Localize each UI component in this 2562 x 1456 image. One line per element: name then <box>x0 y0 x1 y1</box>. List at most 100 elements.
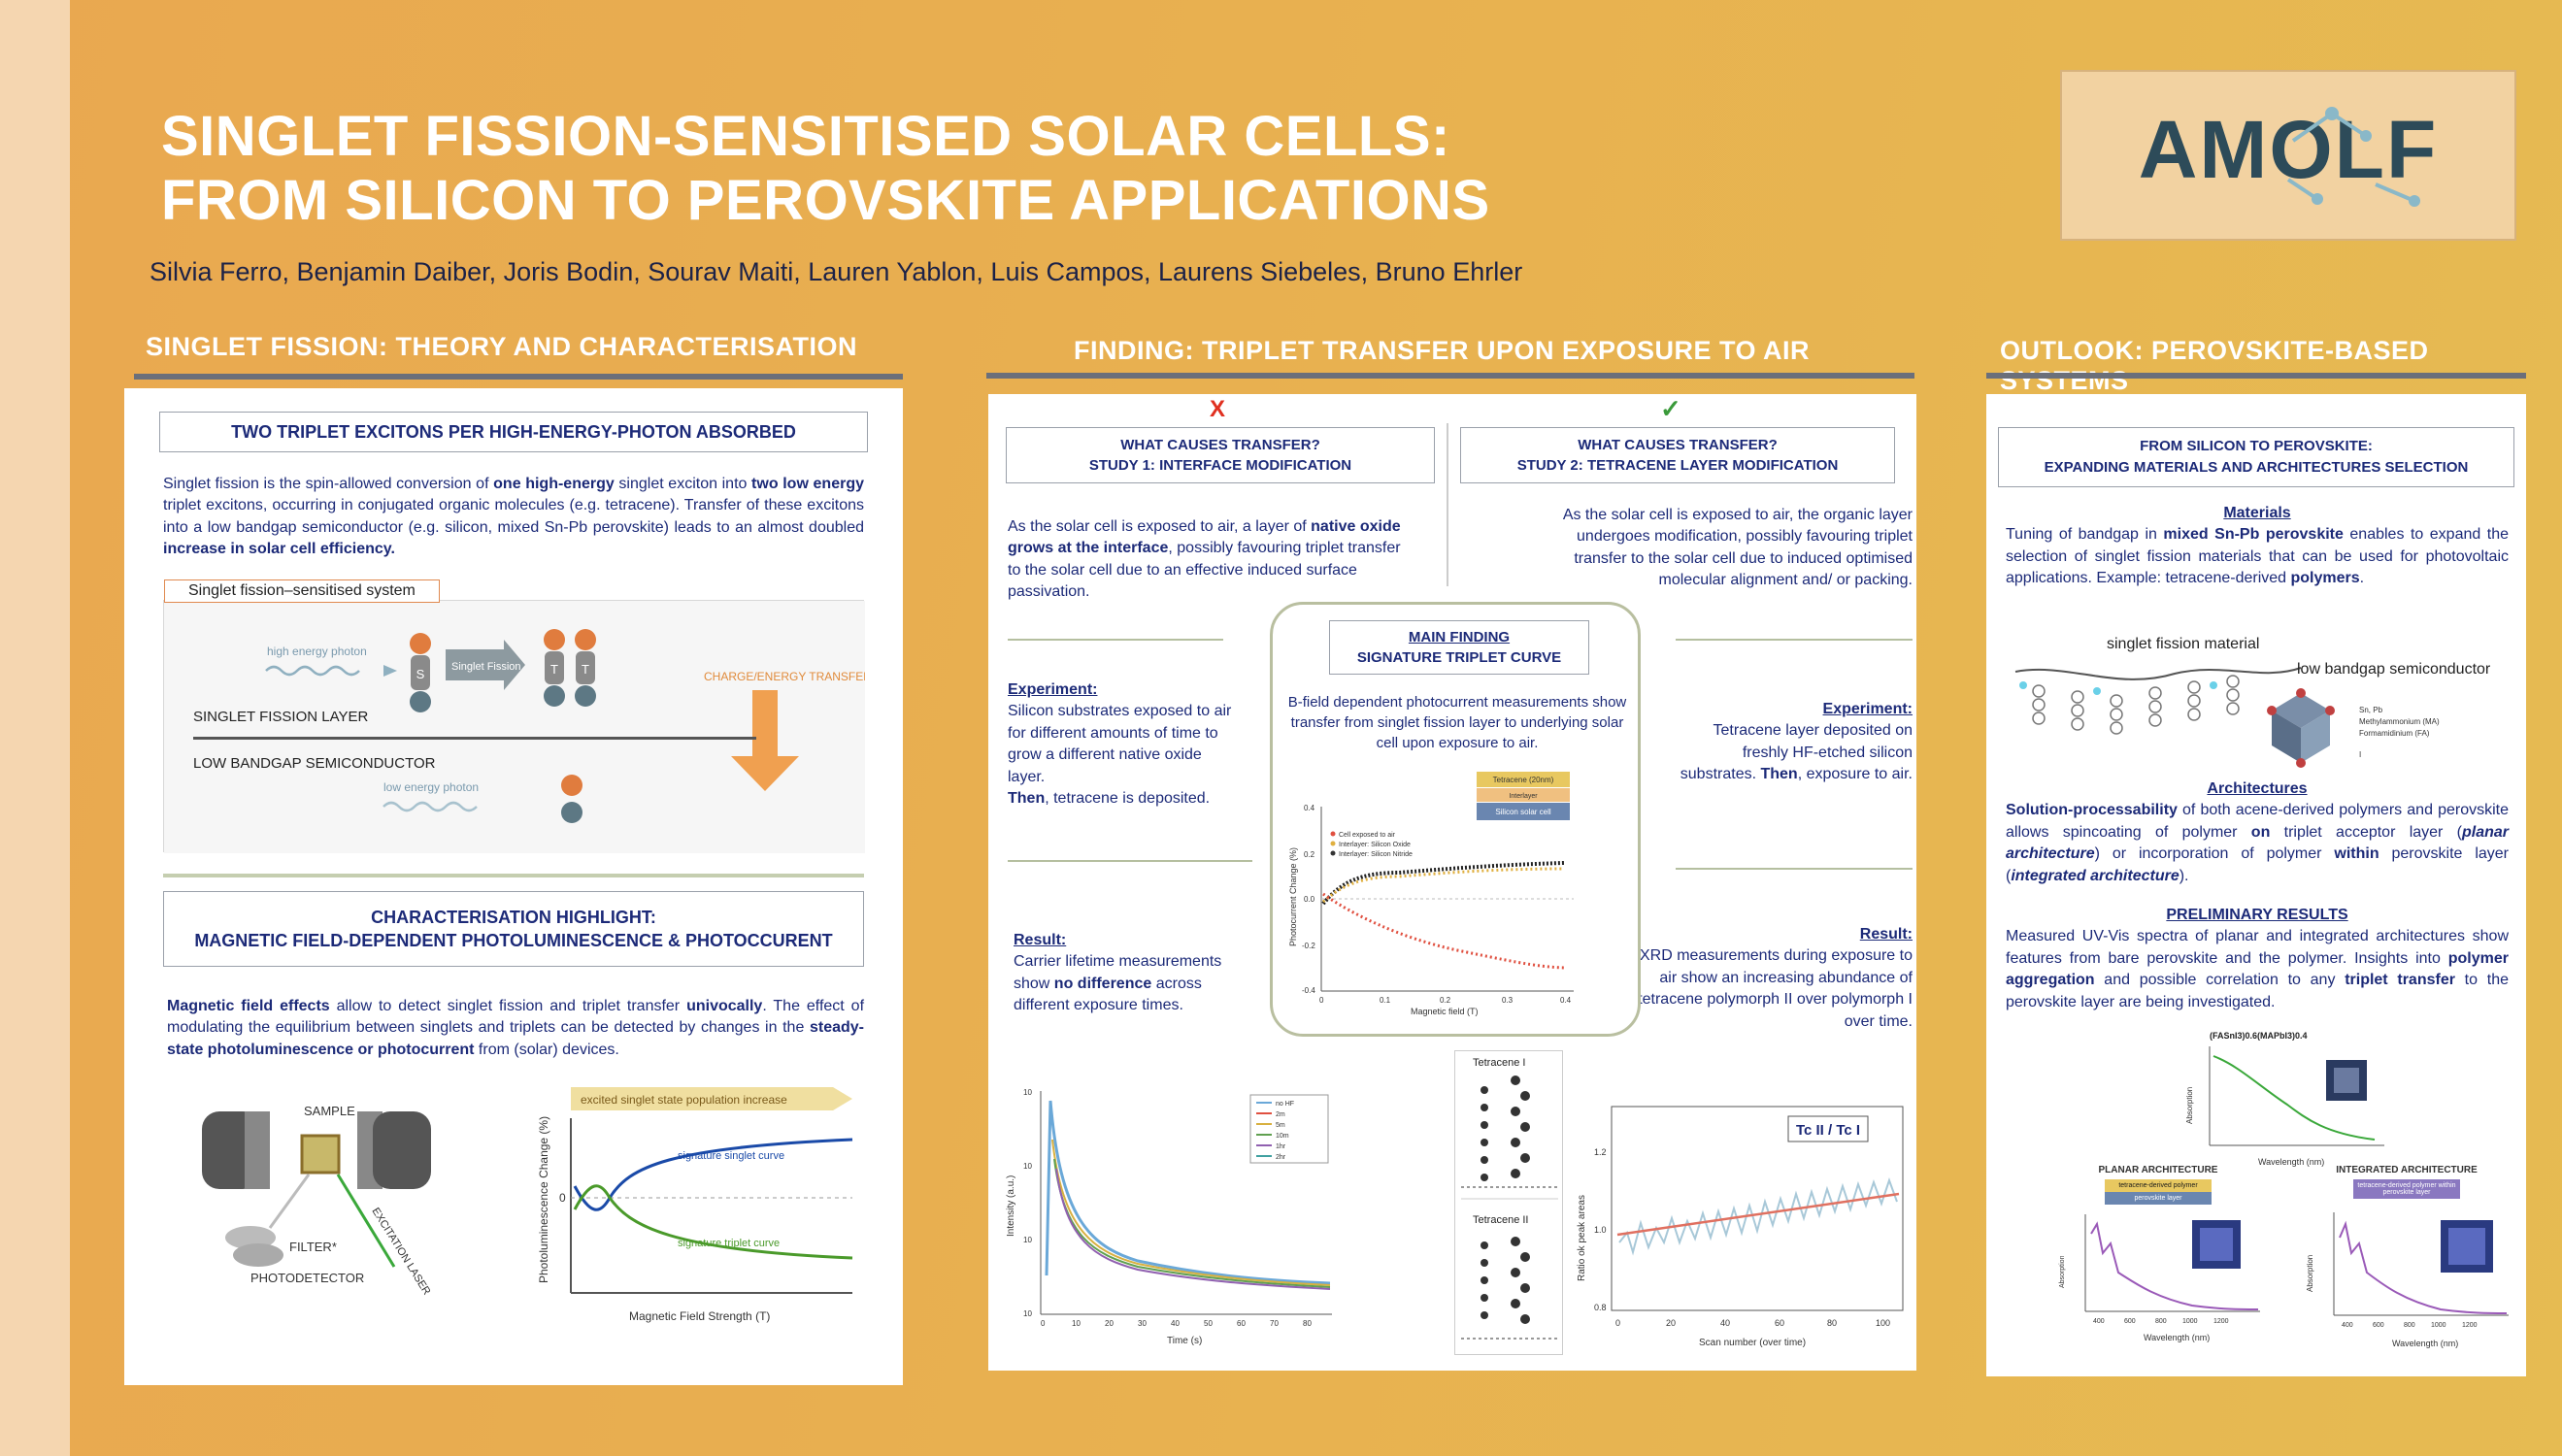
section-divider <box>1986 373 2526 379</box>
svg-text:Absorption: Absorption <box>2059 1255 2066 1288</box>
svg-text:Time (s): Time (s) <box>1167 1336 1202 1346</box>
svg-text:40: 40 <box>1171 1319 1180 1328</box>
svg-text:0: 0 <box>559 1191 566 1205</box>
svg-text:Interlayer: Interlayer <box>1509 793 1538 800</box>
svg-text:Methylammonium (MA): Methylammonium (MA) <box>2359 717 2440 726</box>
svg-text:2hr: 2hr <box>1276 1154 1286 1161</box>
tetracene-ii-label: Tetracene II <box>1473 1214 1529 1226</box>
svg-text:80: 80 <box>1303 1319 1312 1328</box>
svg-text:PHOTODETECTOR: PHOTODETECTOR <box>250 1271 364 1285</box>
svg-text:0: 0 <box>1319 996 1324 1005</box>
svg-text:100: 100 <box>1876 1318 1890 1328</box>
svg-text:Magnetic Field Strength (T): Magnetic Field Strength (T) <box>629 1309 770 1323</box>
singlet-fission-diagram: Singlet fission–sensitised system high e… <box>163 579 872 853</box>
planar-polymer-layer: tetracene-derived polymer <box>2105 1179 2212 1192</box>
panel-outlook: FROM SILICON TO PEROVSKITE: EXPANDING MA… <box>1986 394 2526 1376</box>
svg-text:1000: 1000 <box>2431 1322 2446 1329</box>
svg-text:0.2: 0.2 <box>1304 850 1315 859</box>
svg-text:1.0: 1.0 <box>1594 1225 1607 1235</box>
column-divider <box>1447 423 1448 586</box>
left-edge-strip <box>0 0 70 1456</box>
section-divider <box>134 374 903 380</box>
svg-text:FILTER*: FILTER* <box>289 1240 337 1254</box>
svg-text:Tc II / Tc I: Tc II / Tc I <box>1796 1122 1860 1139</box>
svg-text:CHARGE/ENERGY TRANSFER: CHARGE/ENERGY TRANSFER <box>704 670 865 683</box>
experiment1-block: Experiment: Silicon substrates exposed t… <box>1008 681 1232 807</box>
svg-text:70: 70 <box>1270 1319 1279 1328</box>
result1-block: Result: Carrier lifetime measurements sh… <box>1014 932 1222 1014</box>
materials-block: Materials Tuning of bandgap in mixed Sn-… <box>2006 505 2510 587</box>
study1-text: As the solar cell is exposed to air, a l… <box>1008 518 1401 601</box>
svg-text:400: 400 <box>2093 1318 2105 1325</box>
section-heading-theory: SINGLET FISSION: THEORY AND CHARACTERISA… <box>146 332 858 361</box>
check-mark-icon: ✓ <box>1660 394 1681 423</box>
svg-text:10: 10 <box>1023 1236 1032 1244</box>
divider <box>1676 639 1913 641</box>
svg-text:Wavelength (nm): Wavelength (nm) <box>2144 1333 2210 1342</box>
svg-text:Photocurrent Change (%): Photocurrent Change (%) <box>1288 847 1298 946</box>
svg-text:0: 0 <box>1615 1318 1620 1328</box>
svg-text:2m: 2m <box>1276 1111 1285 1118</box>
bare-perovskite-absorption-plot: (FASnI3)0.6(MAPbI3)0.4 Absorption Wavele… <box>2185 1031 2384 1167</box>
box-title-characterisation: CHARACTERISATION HIGHLIGHT: MAGNETIC FIE… <box>163 891 864 967</box>
svg-text:10: 10 <box>1072 1319 1081 1328</box>
svg-text:singlet fission material: singlet fission material <box>2107 636 2259 652</box>
svg-text:Formamidinium (FA): Formamidinium (FA) <box>2359 729 2430 738</box>
svg-text:T: T <box>582 662 589 677</box>
svg-text:80: 80 <box>1827 1318 1837 1328</box>
svg-text:Interlayer: Silicon Nitride: Interlayer: Silicon Nitride <box>1339 851 1413 858</box>
svg-text:1hr: 1hr <box>1276 1143 1286 1150</box>
sample-square <box>300 1134 341 1175</box>
svg-text:LOW BANDGAP SEMICONDUCTOR: LOW BANDGAP SEMICONDUCTOR <box>193 755 436 772</box>
svg-text:400: 400 <box>2342 1322 2353 1329</box>
photocurrent-plot: Tetracene (20nm) Interlayer Silicon sola… <box>1288 772 1574 1016</box>
svg-text:30: 30 <box>1138 1319 1147 1328</box>
svg-text:0.2: 0.2 <box>1440 996 1451 1005</box>
measurement-setup-diagram: SAMPLE EXCITATION LASER FILTER* PHOTODET… <box>202 1104 433 1296</box>
diagram-svg: high energy photon S Singlet Fission T T… <box>164 601 872 853</box>
svg-text:1.2: 1.2 <box>1594 1147 1607 1157</box>
svg-text:excited singlet state populati: excited singlet state population increas… <box>581 1093 787 1107</box>
result2-block: Result: XRD measurements during exposure… <box>1638 926 1913 1030</box>
section-heading-outlook: OUTLOOK: PEROVSKITE-BASED SYSTEMS <box>2000 336 2429 395</box>
section-divider <box>986 373 1914 379</box>
svg-text:600: 600 <box>2124 1318 2136 1325</box>
carrier-lifetime-plot: Intensity (a.u.) Time (s) 10 10 10 10 0 … <box>1006 1088 1332 1346</box>
planar-architecture: PLANAR ARCHITECTURE tetracene-derived po… <box>2046 1165 2270 1369</box>
svg-text:T: T <box>550 662 558 677</box>
svg-text:20: 20 <box>1105 1319 1114 1328</box>
svg-text:50: 50 <box>1204 1319 1213 1328</box>
divider <box>1008 639 1223 641</box>
svg-text:AMOLF: AMOLF <box>2139 104 2439 195</box>
tetracene-i-label: Tetracene I <box>1473 1057 1526 1069</box>
main-finding-box: MAIN FINDING SIGNATURE TRIPLET CURVE B-f… <box>1270 602 1641 1037</box>
svg-text:10: 10 <box>1023 1162 1032 1171</box>
svg-text:Absorption: Absorption <box>2185 1087 2194 1124</box>
svg-text:Scan number (over time): Scan number (over time) <box>1699 1338 1806 1348</box>
svg-text:0.4: 0.4 <box>1304 804 1315 812</box>
svg-text:Absorption: Absorption <box>2306 1255 2314 1292</box>
svg-text:800: 800 <box>2404 1322 2415 1329</box>
section-heading-finding: FINDING: TRIPLET TRANSFER UPON EXPOSURE … <box>1074 336 1811 365</box>
experiment2-block: Experiment: Tetracene layer deposited on… <box>1680 701 1913 783</box>
integrated-layer: tetracene-derived polymer within perovsk… <box>2353 1179 2460 1199</box>
svg-text:40: 40 <box>1720 1318 1730 1328</box>
characterisation-paragraph: Magnetic field effects allow to detect s… <box>167 998 865 1058</box>
svg-text:-0.4: -0.4 <box>1302 986 1315 995</box>
svg-text:I: I <box>2359 750 2361 759</box>
poster-title: SINGLET FISSION-SENSITISED SOLAR CELLS: … <box>161 105 1490 233</box>
svg-text:Photoluminescence Change (%): Photoluminescence Change (%) <box>537 1116 550 1283</box>
svg-text:0.8: 0.8 <box>1594 1303 1607 1312</box>
svg-text:(FASnI3)0.6(MAPbI3)0.4: (FASnI3)0.6(MAPbI3)0.4 <box>2210 1031 2308 1041</box>
panel-theory: TWO TRIPLET EXCITONS PER HIGH-ENERGY-PHO… <box>124 388 903 1385</box>
singlet-up-circle <box>410 633 431 654</box>
logo-mark: AMOLF <box>2139 104 2439 207</box>
main-finding-title: MAIN FINDING SIGNATURE TRIPLET CURVE <box>1329 620 1589 675</box>
crystal-structure-svg <box>1461 1075 1558 1340</box>
study2-text: As the solar cell is exposed to air, the… <box>1562 507 1913 589</box>
svg-text:0.4: 0.4 <box>1560 996 1572 1005</box>
svg-text:signature triplet curve: signature triplet curve <box>678 1238 780 1249</box>
svg-text:1200: 1200 <box>2213 1318 2229 1325</box>
svg-text:60: 60 <box>1237 1319 1246 1328</box>
svg-text:10m: 10m <box>1276 1133 1289 1140</box>
